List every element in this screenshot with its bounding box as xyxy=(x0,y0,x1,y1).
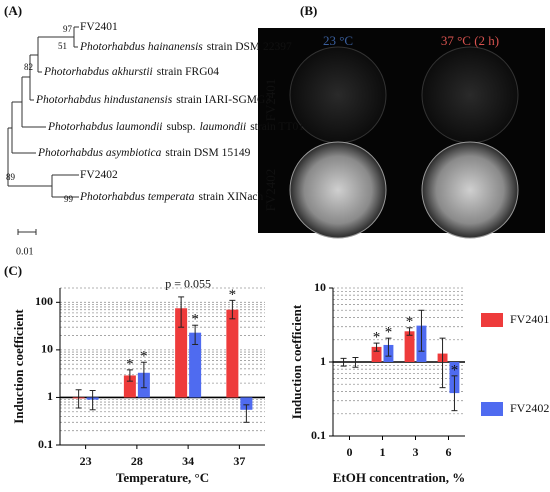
row-label: FV2402 xyxy=(263,169,278,212)
plate xyxy=(289,46,387,144)
x-tick-label: 34 xyxy=(182,454,194,468)
bootstrap-value: 97 xyxy=(63,24,73,34)
leaf-label: Photorhabdus laumondii subsp. laumondii str… xyxy=(47,121,304,133)
y-tick-label: 1 xyxy=(320,354,326,368)
legend-label: FV2401 xyxy=(510,312,549,326)
x-axis-title: EtOH concentration, % xyxy=(333,470,466,485)
y-tick-label: 0.1 xyxy=(38,437,53,451)
x-tick-label: 23 xyxy=(80,454,92,468)
x-axis-title: Temperature, °C xyxy=(116,470,209,485)
bar xyxy=(240,397,253,410)
leaf-label-part: strain DSM 15149 xyxy=(165,147,250,159)
y-axis-title: Induction coefficient xyxy=(289,304,304,419)
leaf-label: Photorhabdus akhurstii strain FRG04 xyxy=(43,66,219,78)
leaf-label-part: Photorhabdus asymbiotica xyxy=(37,147,162,159)
legend: FV2401 FV2402 xyxy=(481,312,549,416)
plate xyxy=(421,141,519,239)
y-tick-label: 100 xyxy=(35,294,53,308)
leaf-label-part: strain TT01 xyxy=(250,121,304,133)
plate xyxy=(421,46,519,144)
significance-mark: * xyxy=(406,314,414,330)
y-tick-label: 10 xyxy=(314,280,326,294)
bar xyxy=(175,308,188,398)
leaf-label: Photorhabdus hainanensis strain DSM 22397 xyxy=(79,41,292,53)
legend-swatch xyxy=(481,313,503,327)
leaf-label-part: strain DSM 22397 xyxy=(207,41,292,53)
y-tick-label: 10 xyxy=(41,342,53,356)
x-tick-label: 37 xyxy=(233,454,245,468)
column-label: 37 °C (2 h) xyxy=(441,33,499,48)
plate xyxy=(289,141,387,239)
legend-label: FV2402 xyxy=(510,401,549,415)
scale-label: 0.01 xyxy=(16,246,34,257)
x-tick-label: 6 xyxy=(446,445,452,459)
leaf-label: FV2402 xyxy=(80,169,118,181)
leaf-label-part: Photorhabdus hainanensis xyxy=(79,41,203,53)
leaf-label: Photorhabdus asymbiotica strain DSM 15149 xyxy=(37,147,251,159)
significance-mark: * xyxy=(385,325,393,341)
panel-label: (C) xyxy=(4,263,22,278)
leaf-label: FV2401 xyxy=(80,21,118,33)
leaf-label-part: Photorhabdus laumondii xyxy=(47,121,162,133)
plate-photo xyxy=(258,28,545,239)
significance-mark: * xyxy=(373,330,381,346)
column-label: 23 °C xyxy=(323,33,353,48)
panel-label: (A) xyxy=(4,3,22,18)
bootstrap-value: 89 xyxy=(6,172,16,182)
leaf-label-part: Photorhabdus temperata xyxy=(79,191,195,203)
bootstrap-value: 51 xyxy=(58,41,67,51)
y-tick-label: 1 xyxy=(47,389,53,403)
leaf-label-part: Photorhabdus akhurstii xyxy=(43,66,153,78)
leaf-label-part: Photorhabdus hindustanensis xyxy=(35,94,173,106)
leaf-label-part: strain FRG04 xyxy=(157,66,220,78)
panel-label: (B) xyxy=(300,3,317,18)
phylogenetic-tree: 0.01 xyxy=(7,26,79,257)
x-tick-label: 0 xyxy=(347,445,353,459)
leaf-label-part: FV2402 xyxy=(80,169,118,181)
bar xyxy=(371,346,382,362)
row-label: FV2401 xyxy=(263,79,278,122)
bootstrap-value: 82 xyxy=(24,62,33,72)
leaf-label-part: FV2401 xyxy=(80,21,118,33)
significance-mark: * xyxy=(451,362,459,378)
bar xyxy=(189,332,202,398)
x-tick-label: 1 xyxy=(380,445,386,459)
significance-mark: * xyxy=(229,287,237,303)
y-axis-title: Induction coefficient xyxy=(11,309,26,424)
legend-swatch xyxy=(481,402,503,416)
leaf-label: Photorhabdus temperata strain XINach xyxy=(79,191,264,203)
x-tick-label: 28 xyxy=(131,454,143,468)
leaf-label-part: laumondii xyxy=(200,121,247,133)
leaf-label: Photorhabdus hindustanensis strain IARI-S… xyxy=(35,94,271,106)
significance-mark: * xyxy=(191,312,199,328)
bar xyxy=(226,309,239,398)
significance-mark: * xyxy=(140,349,148,365)
annotation: p = 0.055 xyxy=(165,277,211,291)
bootstrap-value: 99 xyxy=(64,194,74,204)
leaf-label-part: strain XINach xyxy=(198,191,263,203)
bar xyxy=(404,331,415,362)
x-tick-label: 3 xyxy=(413,445,419,459)
significance-mark: * xyxy=(126,356,134,372)
y-tick-label: 0.1 xyxy=(311,428,326,442)
leaf-label-part: strain IARI-SGMG3 xyxy=(176,94,271,106)
leaf-label-part: subsp. xyxy=(166,121,195,133)
